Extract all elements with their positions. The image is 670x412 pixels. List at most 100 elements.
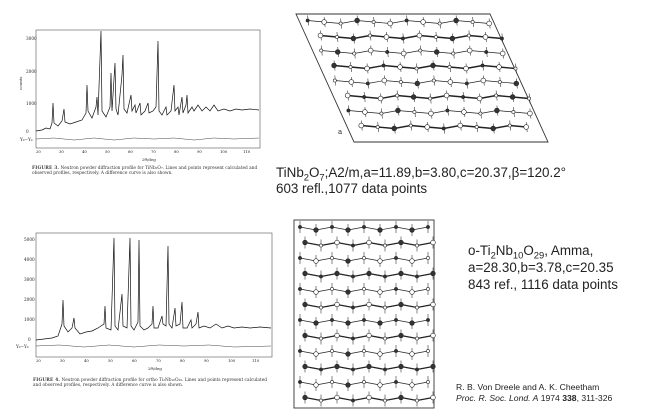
atom [366,270,372,277]
atom [409,289,415,295]
atom [335,49,341,55]
atom [513,66,518,71]
xticks-top: 20 30 40 50 60 70 80 90 100 110 [36,149,251,154]
atom [350,35,357,42]
atom [470,20,475,24]
atom [453,17,459,24]
caption-text: Neutron powder diffraction profile for o… [33,378,268,388]
atom [313,382,319,388]
atom [415,367,419,372]
atom [330,287,334,291]
unit-cell-outline [293,219,435,409]
axis-label-a: a [338,128,342,136]
figure-caption-bottom: FIGURE 4. Neutron powder diffraction pro… [33,378,273,388]
atom [362,95,367,99]
atom [398,394,404,401]
atom [344,92,351,99]
crystal-structure-ti2nb10o29 [293,219,436,409]
atom [415,305,419,310]
atom [409,382,415,388]
atom [345,289,351,295]
atom [377,351,383,357]
atom [394,380,398,384]
atom [415,274,419,279]
atom [463,65,469,72]
atom [426,256,430,260]
atom [319,305,323,310]
atom [523,124,529,130]
atom [334,363,340,370]
atom [362,318,366,322]
xtick-label: 70 [151,149,156,154]
atom [345,351,351,357]
atom [334,239,340,246]
xlabel-top: 2θ/deg [142,157,156,162]
atom [412,110,417,114]
xrd-pattern-bottom: 5000 4000 3000 2000 1000 0 Y₀−Y₀ 20 30 4… [15,232,273,371]
yticks-top: 3000 2000 1000 0 [26,36,37,134]
bond-chain [348,110,530,114]
atom [351,398,355,403]
atom [383,367,387,372]
atom [476,95,483,102]
ytick-label: 3000 [24,277,35,282]
xtick-label: 90 [204,358,209,363]
atom [298,380,302,384]
atom [330,318,334,322]
atom [362,349,366,353]
tinb2o7-line1: TiNb2O7;A2/m,a=11.89,b=3.80,c=20.37,β=12… [276,165,567,183]
atom [352,51,357,56]
atom [334,394,340,401]
atom [484,50,489,54]
atom [457,122,463,129]
atom [467,33,471,38]
atom [383,274,387,279]
atom [302,332,308,339]
atom [445,108,450,113]
atom [409,258,415,264]
atom [398,363,404,370]
difference-curve-bottom [35,344,272,348]
atom [394,256,398,260]
ti2nb10o29-parameters: o-Ti2Nb10O29, Amma, a=28.30,b=3.78,c=20.… [468,242,618,293]
atom [351,243,355,248]
atom [377,289,383,295]
atom [486,20,492,27]
atom [381,77,388,84]
ti2nb10o29-line1: o-Ti2Nb10O29, Amma, [468,243,594,261]
atom [441,126,446,131]
atom [385,50,390,54]
atom [346,108,351,113]
atom [366,301,372,308]
atom [500,50,506,57]
citation-authors: R. B. Von Dreele and A. K. Cheetham [456,382,600,392]
citation: R. B. Von Dreele and A. K. Cheetham Proc… [456,382,612,404]
atom [398,270,404,277]
atom [416,32,423,39]
atom [375,125,380,129]
xtick-label: 60 [128,149,133,154]
atom [482,34,489,40]
atom [362,225,366,229]
atom [330,380,334,384]
diff-label-top: Y₀−Y₀ [19,137,33,142]
atom [351,305,355,310]
atom [351,274,355,279]
atom [426,349,430,353]
atom [383,305,387,310]
atom [415,336,419,341]
atom [368,47,374,54]
atom [313,227,319,233]
atom [362,287,366,291]
atom [313,351,319,357]
atom [434,49,440,55]
atom [496,64,502,70]
atom [430,270,436,277]
atom [377,95,384,102]
caption-text: Neutron powder diffraction profile for T… [32,166,258,176]
xticks-bottom: 20 30 40 50 60 70 80 90 100 110 [36,358,260,363]
plot-frame-bottom [35,232,273,358]
atom [383,34,390,40]
atom [414,80,421,87]
bond-chain [334,80,517,84]
